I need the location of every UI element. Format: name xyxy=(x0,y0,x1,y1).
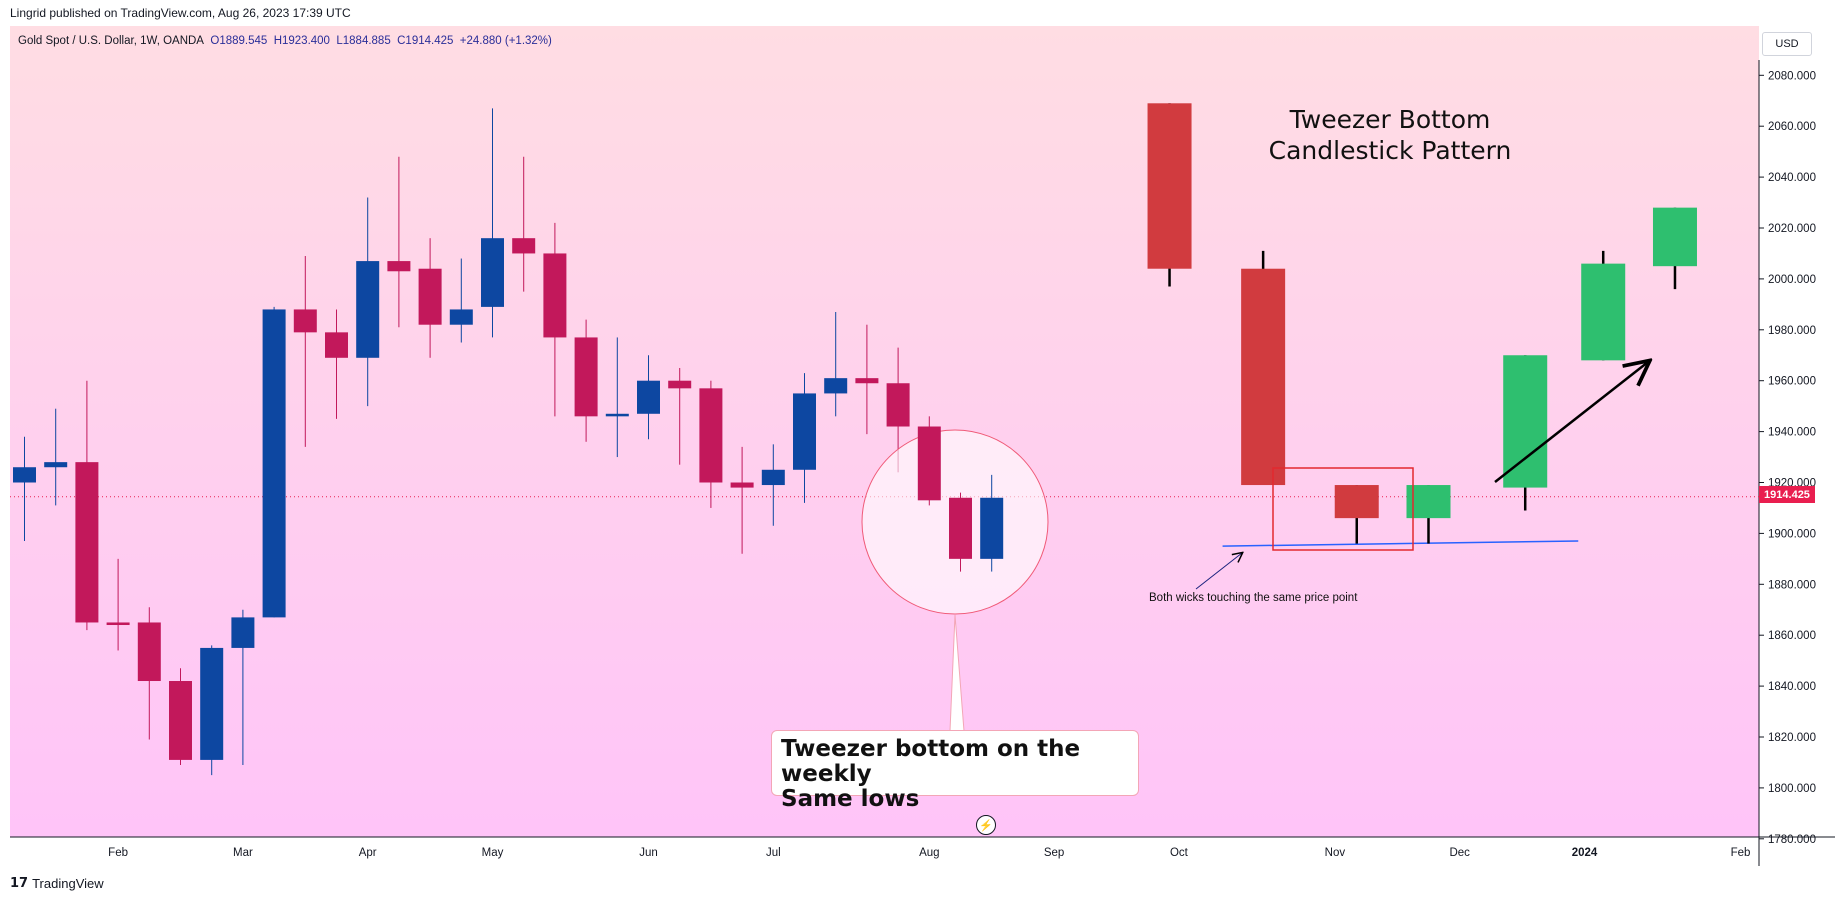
tradingview-brand: TradingView xyxy=(32,876,104,891)
x-tick-label: Feb xyxy=(108,847,128,859)
symbol-legend: Gold Spot / U.S. Dollar, 1W, OANDA O1889… xyxy=(18,35,552,47)
candle-bear[interactable] xyxy=(543,253,567,338)
y-tick-label: 2060.000 xyxy=(1768,121,1816,133)
candle-bull[interactable] xyxy=(200,647,224,760)
symbol-name[interactable]: Gold Spot / U.S. Dollar, 1W, OANDA xyxy=(18,35,204,47)
pattern-title: Tweezer Bottom Candlestick Pattern xyxy=(1240,104,1540,166)
schematic-candle-bull xyxy=(1581,263,1626,361)
y-tick-label: 1880.000 xyxy=(1768,579,1816,591)
candle-bear[interactable] xyxy=(418,268,442,325)
currency-button[interactable]: USD xyxy=(1762,32,1812,56)
ohlc-change: +24.880 (+1.32%) xyxy=(459,35,552,47)
candle-bear[interactable] xyxy=(730,482,754,488)
pattern-title-line2: Candlestick Pattern xyxy=(1268,136,1512,165)
x-tick-label: 2024 xyxy=(1572,847,1598,859)
x-tick-label: Apr xyxy=(359,847,377,859)
candle-bear[interactable] xyxy=(949,497,972,559)
x-tick-label: Jul xyxy=(766,847,781,859)
x-tick-label: Nov xyxy=(1325,847,1346,859)
lightning-icon[interactable]: ⚡ xyxy=(976,815,996,835)
ohlc-high: H1923.400 xyxy=(273,35,330,47)
y-tick-label: 2080.000 xyxy=(1768,70,1816,82)
y-tick-label: 1860.000 xyxy=(1768,630,1816,642)
wick-note: Both wicks touching the same price point xyxy=(1149,592,1358,604)
y-tick-label: 1900.000 xyxy=(1768,528,1816,540)
candle-bull[interactable] xyxy=(637,380,660,414)
candle-bull[interactable] xyxy=(231,617,255,648)
schematic-candle-bear xyxy=(1147,103,1192,269)
x-tick-label: Jun xyxy=(639,847,658,859)
tweezer-box xyxy=(1272,467,1414,551)
schematic-candle-bull xyxy=(1652,207,1697,267)
candle-bear[interactable] xyxy=(75,462,99,623)
trend-arrow xyxy=(1494,362,1648,483)
price-axis-background xyxy=(1759,26,1835,837)
y-tick-label: 2000.000 xyxy=(1768,274,1816,286)
schematic-candle-bull xyxy=(1503,355,1548,488)
x-tick-label: Mar xyxy=(233,847,253,859)
candle-bull[interactable] xyxy=(793,393,816,470)
y-tick-label: 1840.000 xyxy=(1768,681,1816,693)
candle-bull[interactable] xyxy=(824,378,848,394)
candle-bear[interactable] xyxy=(855,378,879,384)
candle-bear[interactable] xyxy=(137,622,161,682)
y-tick-label: 2040.000 xyxy=(1768,172,1816,184)
candle-bear[interactable] xyxy=(699,388,723,483)
y-tick-label: 1940.000 xyxy=(1768,427,1816,439)
callout-box[interactable]: Tweezer bottom on the weekly Same lows xyxy=(771,730,1139,812)
ohlc-low: L1884.885 xyxy=(336,35,391,47)
callout-line1: Tweezer bottom on the weekly xyxy=(781,736,1081,787)
support-line[interactable] xyxy=(1222,540,1579,547)
pattern-title-line1: Tweezer Bottom xyxy=(1289,105,1491,134)
last-price-label: 1914.425 xyxy=(1759,486,1815,503)
y-tick-label: 1780.000 xyxy=(1768,834,1816,846)
note-arrow xyxy=(1195,553,1242,590)
candle-bull[interactable] xyxy=(262,309,286,618)
candle-bull[interactable] xyxy=(605,413,629,417)
footer-brand[interactable]: 𝟭𝟳 TradingView xyxy=(10,876,104,891)
callout-line2: Same lows xyxy=(781,786,920,812)
x-tick-label: Sep xyxy=(1044,847,1064,859)
schematic-candle-bull xyxy=(1406,485,1451,519)
candle-bull[interactable] xyxy=(481,238,504,307)
x-tick-label: Dec xyxy=(1449,847,1470,859)
x-tick-label: Aug xyxy=(919,847,939,859)
candle-bear[interactable] xyxy=(293,309,317,333)
candle-bear[interactable] xyxy=(387,261,411,272)
candle-bull[interactable] xyxy=(44,462,68,468)
candle-bear[interactable] xyxy=(668,380,692,389)
ohlc-close: C1914.425 xyxy=(397,35,454,47)
candle-bear[interactable] xyxy=(169,681,192,760)
schematic-candle-bear xyxy=(1241,268,1286,486)
y-tick-label: 1820.000 xyxy=(1768,732,1816,744)
tradingview-logo-icon: 𝟭𝟳 xyxy=(10,876,29,891)
candle-bull[interactable] xyxy=(449,309,473,325)
y-tick-label: 1800.000 xyxy=(1768,783,1816,795)
candle-bear[interactable] xyxy=(917,426,941,501)
candle-bear[interactable] xyxy=(325,332,348,358)
ohlc-open: O1889.545 xyxy=(210,35,268,47)
candle-bear[interactable] xyxy=(574,337,598,417)
publisher-line: Lingrid published on TradingView.com, Au… xyxy=(10,6,351,20)
schematic-candle-bear xyxy=(1334,485,1379,519)
y-tick-label: 2020.000 xyxy=(1768,223,1816,235)
y-tick-label: 1960.000 xyxy=(1768,376,1816,388)
candle-bear[interactable] xyxy=(886,383,910,427)
x-tick-label: Feb xyxy=(1731,847,1751,859)
candle-bull[interactable] xyxy=(13,467,36,483)
candle-bear[interactable] xyxy=(106,622,130,626)
candle-bull[interactable] xyxy=(356,261,380,358)
y-tick-label: 1980.000 xyxy=(1768,325,1816,337)
chart-background xyxy=(10,26,1759,837)
candle-bear[interactable] xyxy=(512,238,536,254)
x-tick-label: May xyxy=(482,847,504,859)
candle-bull[interactable] xyxy=(761,469,785,486)
candle-bull[interactable] xyxy=(980,497,1004,559)
x-tick-label: Oct xyxy=(1170,847,1189,859)
